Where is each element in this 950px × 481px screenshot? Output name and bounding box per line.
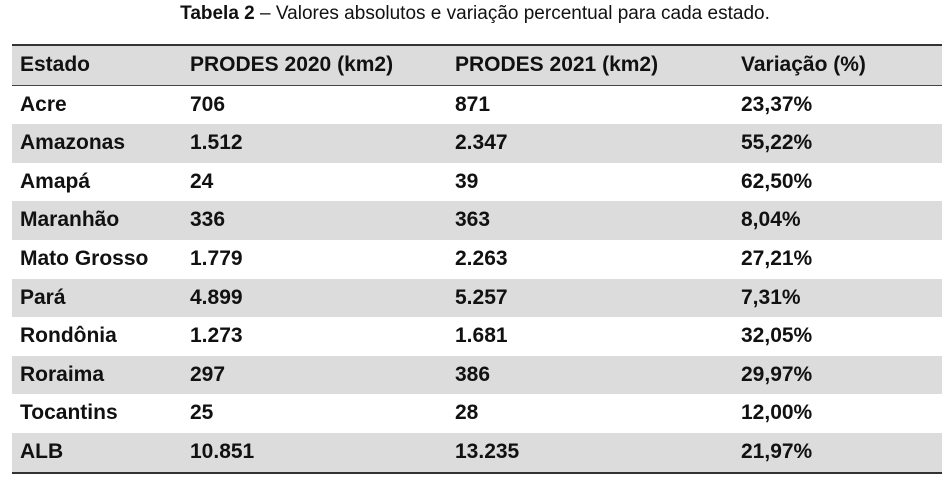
table-cell: 24 [190, 169, 214, 193]
table-cell: 871 [455, 92, 491, 116]
table-cell: 1.273 [190, 324, 243, 348]
table-row: Acre 706 871 23,37% [12, 86, 942, 125]
table-row: Roraima 297 386 29,97% [12, 355, 942, 395]
table-cell: 25 [190, 401, 214, 425]
table-cell: 39 [455, 169, 479, 193]
table-cell: 12,00% [741, 401, 813, 425]
table-cell: 27,21% [741, 246, 813, 270]
table-cell: Rondônia [20, 324, 117, 348]
table-cell: 363 [455, 208, 491, 232]
table-cell: Variação (%) [741, 53, 866, 76]
table: Estado PRODES 2020 (km2) PRODES 2021 (km2)… [12, 44, 942, 474]
table-cell: 62,50% [741, 169, 813, 193]
table-cell: 706 [190, 92, 226, 116]
table-cell: Acre [20, 92, 67, 116]
table-cell: 1.681 [455, 324, 508, 348]
table-cell: PRODES 2021 (km2) [455, 53, 659, 76]
table-cell: 55,22% [741, 131, 813, 155]
table-cell: 1.512 [190, 131, 243, 155]
table-row: ALB 10.851 13.235 21,97% [12, 432, 942, 472]
table-cell: 23,37% [741, 92, 813, 116]
table-row: Maranhão 336 363 8,04% [12, 201, 942, 240]
table-cell: Amapá [20, 169, 91, 193]
table-cell: 1.779 [190, 246, 243, 270]
table-cell: 2.263 [455, 246, 508, 270]
table-row: Amapá 24 39 62,50% [12, 163, 942, 202]
table-cell: 21,97% [741, 439, 813, 463]
table-row: Estado PRODES 2020 (km2) PRODES 2021 (km2)… [12, 46, 942, 86]
table-cell: 32,05% [741, 324, 813, 348]
table-caption: Tabela 2 – Valores absolutos e variação … [0, 3, 950, 25]
table-cell: Roraima [20, 362, 105, 386]
table-cell: 8,04% [741, 208, 801, 232]
table-cell: 28 [455, 401, 479, 425]
table-row: Rondônia 1.273 1.681 32,05% [12, 317, 942, 356]
table-cell: Amazonas [20, 131, 126, 155]
table-cell: ALB [20, 439, 64, 463]
table-cell: 386 [455, 362, 491, 386]
table-cell: 5.257 [455, 285, 508, 309]
table-cell: Tocantins [20, 401, 118, 425]
table-cell: 10.851 [190, 439, 255, 463]
table-cell: 29,97% [741, 362, 813, 386]
table-cell: Mato Grosso [20, 246, 149, 270]
table-cell: 7,31% [741, 285, 801, 309]
table-cell: Pará [20, 285, 66, 309]
caption-label: Tabela 2 [180, 3, 255, 24]
caption-text: – Valores absolutos e variação percentua… [254, 3, 770, 24]
table-cell: 336 [190, 208, 226, 232]
table-cell: 2.347 [455, 131, 508, 155]
table-row: Pará 4.899 5.257 7,31% [12, 278, 942, 318]
table-cell: 4.899 [190, 285, 243, 309]
table-cell: Estado [20, 53, 91, 76]
table-cell: Maranhão [20, 208, 120, 232]
table-cell: 297 [190, 362, 226, 386]
table-cell: PRODES 2020 (km2) [190, 53, 394, 76]
table-row: Amazonas 1.512 2.347 55,22% [12, 124, 942, 163]
table-cell: 13.235 [455, 439, 520, 463]
table-row: Tocantins 25 28 12,00% [12, 394, 942, 433]
table-row: Mato Grosso 1.779 2.263 27,21% [12, 240, 942, 279]
